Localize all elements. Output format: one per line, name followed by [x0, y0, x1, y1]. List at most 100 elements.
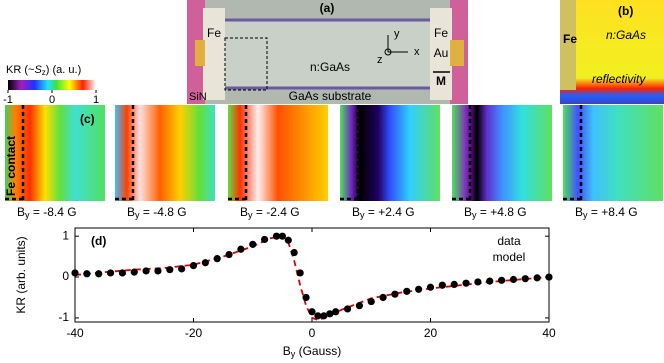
data-point: [272, 232, 281, 240]
x-tick-label: 0: [309, 326, 316, 340]
panel-b: (b) Fe n:GaAs reflectivity: [560, 0, 664, 104]
data-point: [201, 259, 209, 267]
data-point: [237, 245, 245, 253]
label-part: y: [291, 349, 296, 359]
title-part: KR (~: [6, 64, 34, 76]
data-point: [367, 297, 375, 306]
data-point: [462, 279, 470, 287]
data-point: [261, 235, 269, 244]
label: By = +2.4 G: [352, 205, 415, 220]
au-pad: [450, 40, 464, 66]
data-point: [130, 268, 138, 276]
label-part: y: [248, 210, 253, 220]
sin-label: SiN: [189, 91, 207, 103]
label-part: B: [464, 205, 472, 219]
label-part: = -2.4 G: [253, 205, 300, 219]
label: By (Gauss): [283, 344, 342, 359]
magnet-label: M: [436, 74, 446, 88]
data-point: [486, 277, 494, 285]
data-point: [438, 281, 446, 289]
data-point: [278, 232, 286, 240]
y-tick-label: -1: [58, 310, 69, 324]
label-part: = +4.8 G: [477, 205, 527, 219]
label-part: B: [283, 344, 291, 358]
data-point: [302, 293, 310, 302]
colorbar: KR (~Sz) (a. u.) -1 0 1: [3, 64, 99, 106]
panel-label: (c): [80, 112, 95, 126]
legend-entry: data: [497, 234, 521, 248]
y-tick-label: 0: [62, 269, 69, 283]
material-label: n:GaAs: [606, 28, 646, 42]
data-point: [118, 269, 126, 277]
label-part: = +8.4 G: [588, 205, 638, 219]
title-part: z: [42, 68, 46, 77]
data-point: [379, 293, 387, 302]
data-point: [296, 269, 304, 277]
data-point: [450, 280, 458, 288]
data-point: [225, 250, 233, 259]
label-part: B: [127, 205, 135, 219]
data-point: [343, 305, 352, 313]
label: By = +4.8 G: [464, 205, 527, 220]
label-part: y: [583, 210, 588, 220]
material-label: n:GaAs: [310, 60, 350, 74]
model-line: [74, 235, 550, 321]
plot-frame: [74, 227, 550, 323]
label: By = +8.4 G: [575, 205, 638, 220]
data-point: [533, 274, 541, 282]
chart-title: (d): [91, 234, 106, 248]
data-point: [332, 308, 340, 316]
data-point: [166, 266, 174, 274]
y-tick-label: 1: [62, 228, 69, 242]
fe-label: Fe: [563, 32, 577, 46]
data-point: [83, 270, 91, 278]
data-point: [326, 310, 334, 318]
data-point: [391, 290, 399, 298]
data-point: [509, 275, 518, 284]
scan-area: [224, 37, 268, 91]
colorbar-gradient: [8, 80, 96, 90]
label: By = -4.8 G: [127, 205, 187, 220]
data-point: [95, 270, 103, 278]
label: By = -8.4 G: [17, 205, 77, 220]
data-point: [355, 302, 363, 310]
fe-contact: [430, 8, 452, 100]
axis-label: z: [377, 54, 383, 66]
fe-label: Fe: [434, 26, 448, 40]
label-part: B: [352, 205, 360, 219]
fe-contact: [203, 8, 225, 100]
label: By = -2.4 G: [240, 205, 300, 220]
kerr-image: [452, 105, 552, 201]
axis-label: y: [394, 28, 400, 40]
au-pad: [195, 40, 205, 66]
label-part: = -4.8 G: [140, 205, 187, 219]
colorbar-tick-label: -1: [3, 94, 13, 106]
label-part: y: [360, 210, 365, 220]
data-point: [308, 308, 316, 316]
colorbar-tick-label: 1: [93, 94, 99, 106]
data-point: [545, 273, 553, 281]
label-part: = +2.4 G: [365, 205, 415, 219]
au-label: Au: [434, 46, 449, 60]
y-axis-label: KR (arb. units): [14, 236, 28, 313]
panel-c: By = -8.4 G By = -4.8 G By = -2.4 G By = +2…: [4, 105, 663, 220]
data-point: [71, 269, 79, 277]
label-part: y: [135, 210, 140, 220]
data-point: [284, 236, 292, 244]
panel-a: (a) Fe Fe Au n:GaAs GaAs substrate SiN y…: [187, 0, 468, 104]
data-point: [142, 267, 150, 275]
colorbar-tick-label: 0: [49, 94, 55, 106]
label-part: B: [17, 205, 25, 219]
label-part: y: [25, 210, 30, 220]
legend-entry: model: [493, 250, 526, 264]
label-part: = -8.4 G: [30, 205, 77, 219]
axis-z: [384, 48, 392, 56]
x-tick-label: 40: [542, 326, 556, 340]
data-point: [154, 267, 162, 275]
data-point: [314, 312, 322, 320]
data-point: [521, 275, 529, 283]
data-point: [189, 262, 198, 270]
title-part: S: [34, 64, 42, 76]
data-point: [290, 248, 298, 257]
